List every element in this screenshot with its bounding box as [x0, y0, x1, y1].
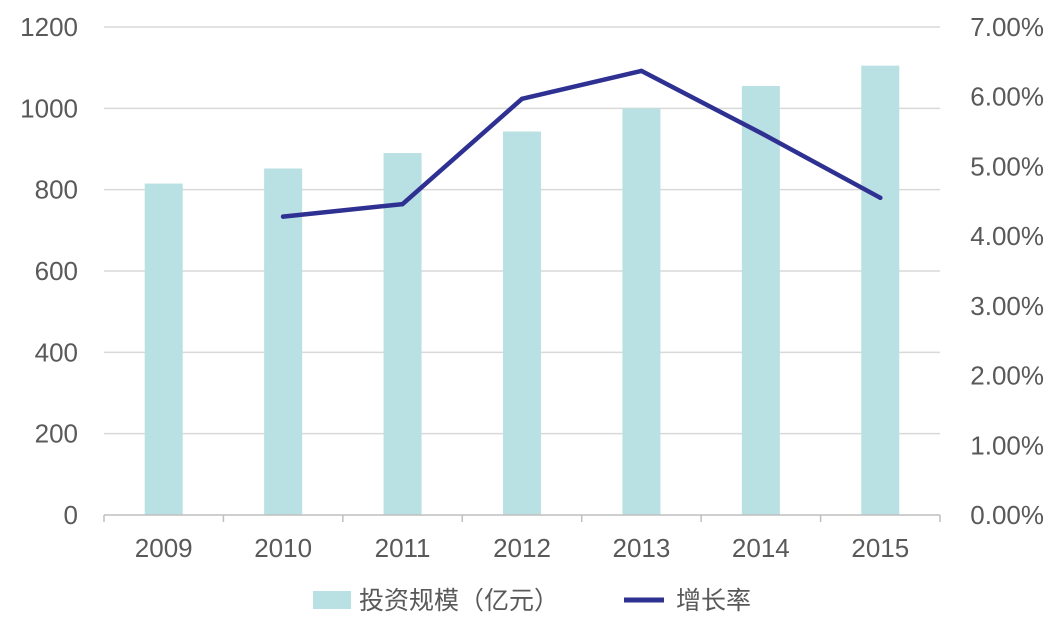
x-tick-label: 2011: [375, 533, 431, 563]
right-y-tick-label: 5.00%: [970, 151, 1044, 181]
left-y-tick-label: 1000: [20, 93, 78, 123]
left-y-tick-label: 0: [64, 500, 78, 530]
right-y-tick-label: 3.00%: [970, 291, 1044, 321]
left-y-tick-label: 800: [35, 175, 78, 205]
bar-2010: [264, 168, 303, 515]
left-y-tick-label: 1200: [20, 12, 78, 42]
x-tick-label: 2013: [613, 533, 671, 563]
x-axis: 2009 2010 2011 2012 2013 2014 2015: [103, 514, 941, 563]
legend-label-line: 增长率: [676, 587, 751, 615]
right-y-tick-label: 2.00%: [970, 361, 1044, 391]
legend: 投资规模（亿元） 增长率: [313, 587, 751, 615]
bar-2012: [503, 131, 541, 515]
bar-2015: [861, 65, 900, 515]
right-y-tick-label: 4.00%: [970, 221, 1044, 251]
x-tick-label: 2010: [254, 533, 312, 563]
x-tick-label: 2014: [732, 533, 790, 563]
line-series: [280, 68, 883, 219]
right-y-tick-label: 6.00%: [970, 82, 1044, 112]
growth-rate-point-2015: [878, 195, 883, 200]
growth-rate-point-2010: [280, 214, 286, 219]
bar-2014: [741, 85, 780, 515]
legend-label-bar: 投资规模（亿元）: [359, 587, 559, 615]
left-y-axis: 0 200 400 600 800 1000 1200: [20, 12, 78, 530]
x-tick-label: 2012: [493, 533, 551, 563]
growth-rate-point-2013: [639, 68, 644, 74]
right-y-tick-label: 0.00%: [970, 500, 1044, 530]
growth-rate-line: [280, 68, 883, 219]
right-y-axis: 0.00% 1.00% 2.00% 3.00% 4.00% 5.00% 6.00% 7.00%: [970, 12, 1044, 530]
bar-2013: [622, 108, 661, 515]
growth-rate-point-2014: [758, 130, 764, 136]
growth-rate-point-2012: [519, 96, 525, 102]
left-y-tick-label: 600: [35, 256, 78, 286]
right-y-tick-label: 7.00%: [970, 12, 1044, 42]
bar-2009: [144, 183, 183, 516]
bar-series: [144, 65, 900, 516]
right-y-tick-label: 1.00%: [970, 430, 1044, 460]
growth-rate-point-2011: [400, 201, 405, 207]
left-y-tick-label: 400: [35, 337, 78, 367]
left-y-tick-label: 200: [35, 419, 78, 449]
x-tick-label: 2015: [851, 533, 909, 563]
legend-swatch-bar: [313, 591, 351, 609]
bar-2011: [383, 153, 422, 516]
x-tick-label: 2009: [135, 533, 193, 563]
